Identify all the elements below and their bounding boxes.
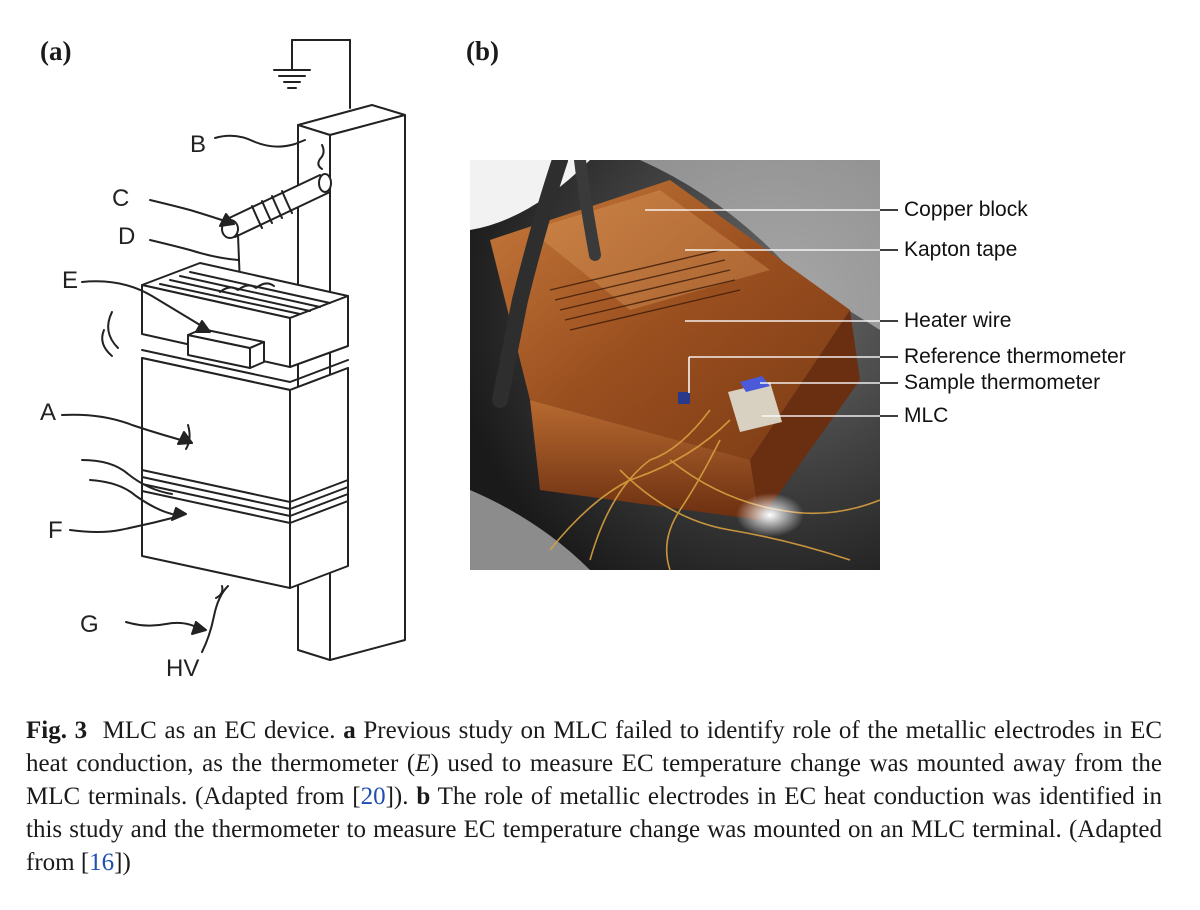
label-hv: HV <box>166 655 199 682</box>
pointer-c <box>149 199 235 225</box>
pointer-d <box>149 239 239 261</box>
caption-title: MLC as an EC device. <box>102 717 336 744</box>
caption-text-a1: Previous study on MLC failed to identify… <box>26 717 1163 777</box>
caption-fig-number: Fig. 3 <box>26 717 88 744</box>
pointer-b <box>214 134 306 148</box>
pointer-a <box>61 413 193 444</box>
sample-body-a <box>141 357 349 589</box>
thermometer-e <box>187 328 265 369</box>
label-heater-wire: Heater wire <box>904 309 1012 332</box>
coil-on-block <box>219 282 275 293</box>
pointer-e <box>81 280 211 332</box>
label-letter-g: G <box>80 611 99 638</box>
label-copper-block: Copper block <box>904 198 1028 221</box>
caption-italic-e: E <box>415 750 431 777</box>
citation-link-16[interactable]: 16 <box>89 849 115 876</box>
electrode-stripes-f <box>141 469 349 524</box>
lead-wires-top <box>101 311 119 357</box>
label-letter-b: B <box>190 131 206 158</box>
citation-link-20[interactable]: 20 <box>360 783 386 810</box>
label-kapton-tape: Kapton tape <box>904 238 1018 261</box>
label-letter-d: D <box>118 223 135 250</box>
device-photo <box>470 160 880 570</box>
pointer-g <box>125 621 203 631</box>
pointer-f <box>69 515 181 533</box>
caption-text-b1: The role of metallic electrodes in EC he… <box>26 783 1163 876</box>
label-reference-thermometer: Reference thermometer <box>904 345 1126 368</box>
label-sample-thermometer: Sample thermometer <box>904 371 1101 394</box>
lead-wires-mid <box>81 459 173 515</box>
caption-text-b2: ]) <box>114 849 131 876</box>
caption-panel-a-marker: a <box>343 717 356 744</box>
panel-a-label: (a) <box>40 36 72 66</box>
label-letter-f: F <box>48 517 63 544</box>
figure-caption: Fig. 3 MLC as an EC device. a Previous s… <box>26 714 1162 879</box>
label-letter-a: A <box>40 399 56 426</box>
label-mlc: MLC <box>904 404 949 427</box>
panel-b-label: (b) <box>466 36 499 66</box>
caption-text-a3: ]). <box>385 783 409 810</box>
caption-panel-b-marker: b <box>416 783 431 810</box>
apparatus-line-drawing: B C D E A F G HV <box>40 39 406 682</box>
hv-wire <box>201 585 229 653</box>
caption-text-a2: ) used to measure EC temperature change … <box>26 750 1163 810</box>
label-letter-e: E <box>62 267 78 294</box>
label-letter-c: C <box>112 185 129 212</box>
